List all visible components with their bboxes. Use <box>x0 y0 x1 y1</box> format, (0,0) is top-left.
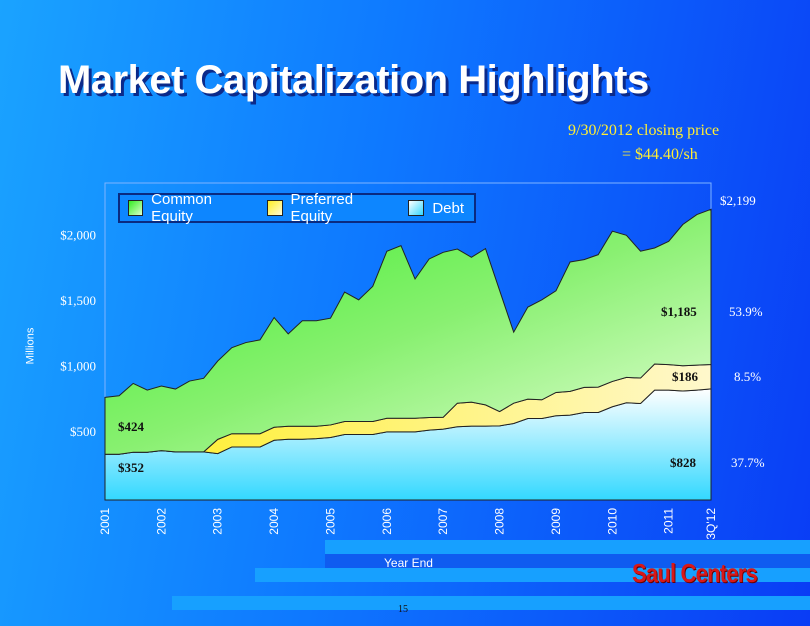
x-tick-label: 2001 <box>98 508 112 535</box>
y-tick-label: $1,000 <box>60 358 96 373</box>
x-axis-title: Year End <box>384 556 433 570</box>
x-tick-label: 2003 <box>211 508 225 535</box>
legend-debt-label: Debt <box>432 199 464 217</box>
x-tick-label: 2011 <box>662 508 676 534</box>
x-tick-label: 2009 <box>549 508 563 535</box>
pct-debt: 37.7% <box>731 455 765 470</box>
y-tick-label: $2,000 <box>60 227 96 242</box>
slide-title: Market Capitalization Highlights <box>58 58 649 102</box>
chart-legend: Common Equity Preferred Equity Debt <box>118 191 476 225</box>
legend-common-label: Common Equity <box>151 191 212 225</box>
pct-common: 53.9% <box>729 304 763 319</box>
pct-preferred: 8.5% <box>734 369 761 384</box>
x-tick-label: 2008 <box>493 508 507 535</box>
label-end-preferred: $186 <box>672 369 699 384</box>
legend-common: Common Equity <box>128 191 251 225</box>
common-swatch-icon <box>128 200 144 216</box>
y-tick-label: $500 <box>70 424 96 439</box>
legend-debt: Debt <box>408 200 464 217</box>
x-tick-label: 2004 <box>267 508 281 535</box>
x-tick-label: 2005 <box>323 508 337 535</box>
decor-stripe <box>172 596 810 610</box>
debt-swatch-icon <box>408 200 425 216</box>
y-axis-title: Millions <box>24 327 37 365</box>
label-end-debt: $828 <box>670 455 697 470</box>
label-end-common: $1,185 <box>661 304 697 319</box>
decor-stripe <box>255 568 810 582</box>
label-start-debt: $352 <box>118 460 144 475</box>
preferred-swatch-icon <box>267 200 283 216</box>
decor-stripe <box>325 540 810 554</box>
x-tick-label: 2006 <box>380 508 394 535</box>
legend-preferred-label: Preferred Equity <box>290 191 354 225</box>
legend-preferred: Preferred Equity <box>267 191 392 225</box>
area-common-equity <box>104 208 712 455</box>
decor-stripe <box>325 554 810 568</box>
y-tick-label: $1,500 <box>60 293 96 308</box>
saul-centers-logo: Saul Centers <box>632 558 758 588</box>
closing-price-value: = $44.40/sh <box>622 146 698 163</box>
closing-price-label: 9/30/2012 closing price <box>568 122 720 139</box>
x-tick-label: 2007 <box>436 508 450 535</box>
x-tick-label: 2002 <box>154 508 168 535</box>
x-tick-label: 2010 <box>605 508 619 535</box>
label-end-total: $2,199 <box>720 193 756 208</box>
label-start-common: $424 <box>118 419 145 434</box>
page-number: 15 <box>398 604 408 615</box>
x-tick-label: 3Q'12 <box>704 508 718 540</box>
